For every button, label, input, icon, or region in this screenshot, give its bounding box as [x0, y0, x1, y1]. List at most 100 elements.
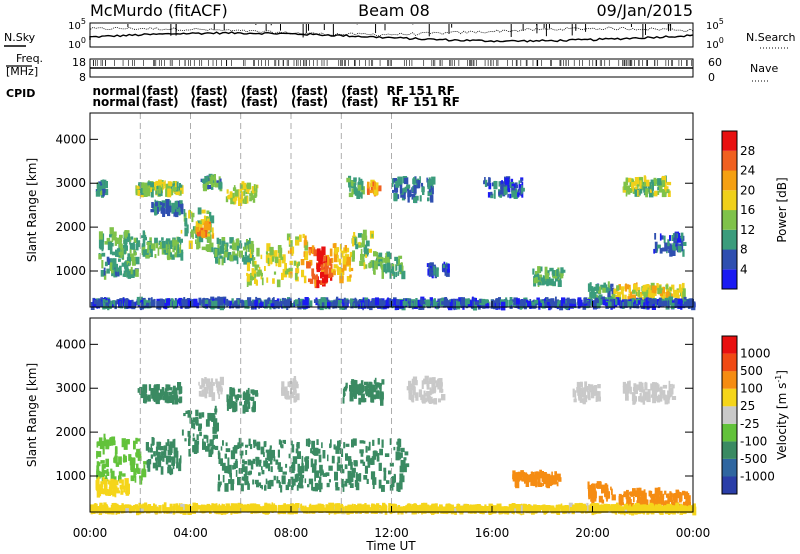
- echo-cell: [320, 261, 323, 265]
- echo-cell: [669, 245, 673, 249]
- echo-cell: [350, 461, 353, 470]
- echo-cell: [667, 190, 671, 197]
- cpid-text: (fast): [191, 84, 228, 98]
- echo-cell: [520, 177, 524, 181]
- colorbar-bin: [722, 131, 737, 151]
- echo-cell: [118, 251, 123, 256]
- echo-cell: [589, 493, 594, 499]
- echo-cell: [349, 251, 353, 258]
- echo-cell: [106, 471, 110, 476]
- echo-cell: [105, 441, 110, 450]
- echo-cell: [600, 284, 604, 290]
- echo-cell: [142, 249, 146, 257]
- echo-cell: [118, 456, 122, 465]
- echo-cell: [212, 382, 215, 386]
- echo-cell: [659, 185, 663, 193]
- echo-cell: [641, 382, 644, 388]
- echo-cell: [263, 460, 267, 467]
- echo-cell: [170, 392, 173, 399]
- echo-cell: [342, 483, 345, 492]
- echo-cell: [432, 299, 435, 307]
- echo-cell: [361, 182, 364, 190]
- echo-cell: [648, 289, 653, 299]
- echo-cell: [296, 268, 300, 273]
- echo-cell: [150, 454, 153, 459]
- echo-cell: [356, 190, 360, 199]
- echo-cell: [672, 493, 676, 501]
- echo-cell: [102, 192, 105, 196]
- echo-cell: [265, 457, 267, 462]
- echo-cell: [270, 303, 275, 308]
- echo-cell: [346, 276, 352, 282]
- echo-cell: [348, 459, 352, 466]
- echo-cell: [198, 381, 200, 386]
- echo-cell: [671, 383, 673, 389]
- echo-cell: [643, 302, 646, 310]
- echo-cell: [335, 448, 340, 454]
- echo-cell: [309, 300, 313, 308]
- echo-cell: [198, 390, 202, 397]
- echo-cell: [402, 300, 407, 306]
- echo-cell: [394, 302, 400, 310]
- y-tick-label: 3000: [55, 176, 86, 190]
- echo-cell: [492, 505, 497, 514]
- echo-cell: [601, 484, 604, 494]
- echo-cell: [97, 185, 101, 192]
- echo-cell: [370, 394, 374, 403]
- echo-cell: [376, 382, 380, 387]
- echo-cell: [193, 298, 198, 307]
- echo-cell: [326, 482, 330, 488]
- echo-cell: [415, 195, 419, 201]
- echo-cell: [655, 382, 659, 388]
- echo-cell: [96, 489, 101, 498]
- echo-cell: [251, 260, 255, 265]
- echo-cell: [361, 240, 365, 248]
- echo-cell: [336, 462, 339, 471]
- echo-cell: [683, 301, 688, 308]
- echo-cell: [215, 251, 220, 255]
- echo-cell: [123, 240, 128, 245]
- echo-cell: [113, 258, 117, 265]
- echo-cell: [264, 441, 267, 446]
- echo-cell: [183, 212, 187, 222]
- echo-cell: [399, 473, 404, 479]
- echo-cell: [281, 391, 286, 396]
- echo-cell: [661, 175, 667, 183]
- echo-cell: [239, 450, 244, 456]
- echo-cell: [204, 508, 209, 512]
- echo-cell: [654, 190, 658, 197]
- echo-cell: [607, 290, 611, 297]
- echo-cell: [348, 183, 351, 188]
- echo-cell: [403, 177, 408, 185]
- echo-cell: [625, 391, 629, 397]
- echo-cell: [388, 470, 391, 475]
- echo-cell: [143, 461, 148, 465]
- echo-cell: [203, 222, 208, 230]
- echo-cell: [167, 464, 172, 470]
- echo-cell: [288, 299, 291, 309]
- echo-cell: [211, 301, 215, 310]
- echo-cell: [239, 442, 244, 447]
- echo-cell: [214, 445, 219, 450]
- echo-cell: [161, 391, 163, 397]
- echo-cell: [161, 387, 165, 396]
- echo-cell: [399, 452, 403, 458]
- echo-cell: [93, 299, 98, 305]
- echo-cell: [284, 386, 288, 391]
- echo-cell: [631, 298, 635, 304]
- echo-cell: [662, 384, 668, 389]
- echo-cell: [124, 302, 128, 307]
- echo-cell: [275, 459, 279, 465]
- echo-cell: [626, 185, 630, 193]
- echo-cell: [369, 190, 373, 194]
- echo-cell: [338, 258, 342, 265]
- echo-cell: [107, 258, 113, 265]
- echo-cell: [103, 267, 106, 276]
- echo-cell: [290, 476, 294, 481]
- echo-cell: [217, 381, 220, 391]
- echo-cell: [590, 495, 593, 502]
- echo-cell: [163, 445, 168, 451]
- echo-cell: [640, 386, 644, 393]
- echo-cell: [443, 264, 446, 269]
- echo-cell: [98, 437, 103, 446]
